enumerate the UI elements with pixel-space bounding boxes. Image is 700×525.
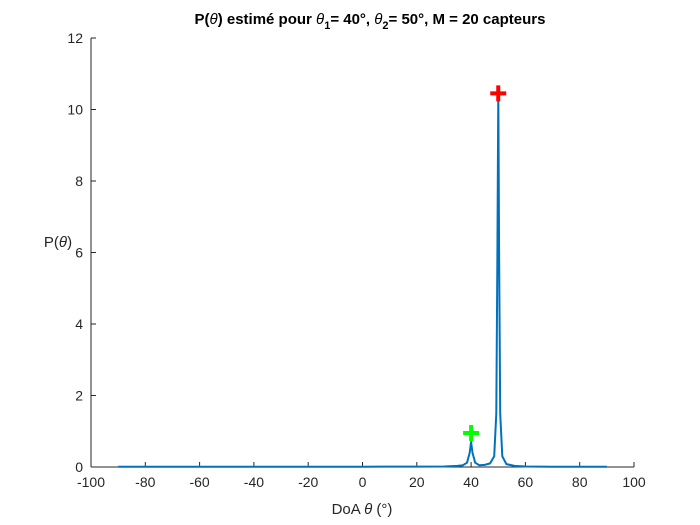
y-tick-label: 2 <box>75 388 83 404</box>
peak-marker <box>490 85 507 102</box>
plot-markers <box>463 85 507 442</box>
x-tick-label: -60 <box>189 474 209 490</box>
x-axis-label: DoA θ (°) <box>332 501 393 518</box>
x-tick-label: 20 <box>409 474 425 490</box>
x-tick-label: 80 <box>572 474 588 490</box>
y-ticks: 0 2 4 6 8 10 12 <box>67 30 96 475</box>
x-tick-label: -40 <box>244 474 264 490</box>
series-line <box>118 92 607 468</box>
x-tick-label: -80 <box>135 474 155 490</box>
x-tick-label: -20 <box>298 474 318 490</box>
x-tick-label: 100 <box>622 474 646 490</box>
peak-marker <box>463 425 480 442</box>
x-tick-label: 40 <box>463 474 479 490</box>
x-ticks: -100 -80 -60 -40 -20 0 20 40 60 80 100 <box>77 462 646 490</box>
y-tick-label: 4 <box>75 316 83 332</box>
axes <box>90 38 634 468</box>
y-tick-label: 6 <box>75 245 83 261</box>
x-tick-label: 0 <box>359 474 367 490</box>
y-axis-label: P(θ) <box>44 234 72 251</box>
x-tick-label: -100 <box>77 474 105 490</box>
chart-title: P(θ) estimé pour θ1= 40°, θ2= 50°, M = 2… <box>195 11 546 32</box>
y-tick-label: 0 <box>75 459 83 475</box>
x-tick-label: 60 <box>518 474 534 490</box>
y-tick-label: 12 <box>67 30 83 46</box>
y-tick-label: 10 <box>67 102 83 118</box>
plot-series <box>118 92 607 468</box>
y-tick-label: 8 <box>75 173 83 189</box>
